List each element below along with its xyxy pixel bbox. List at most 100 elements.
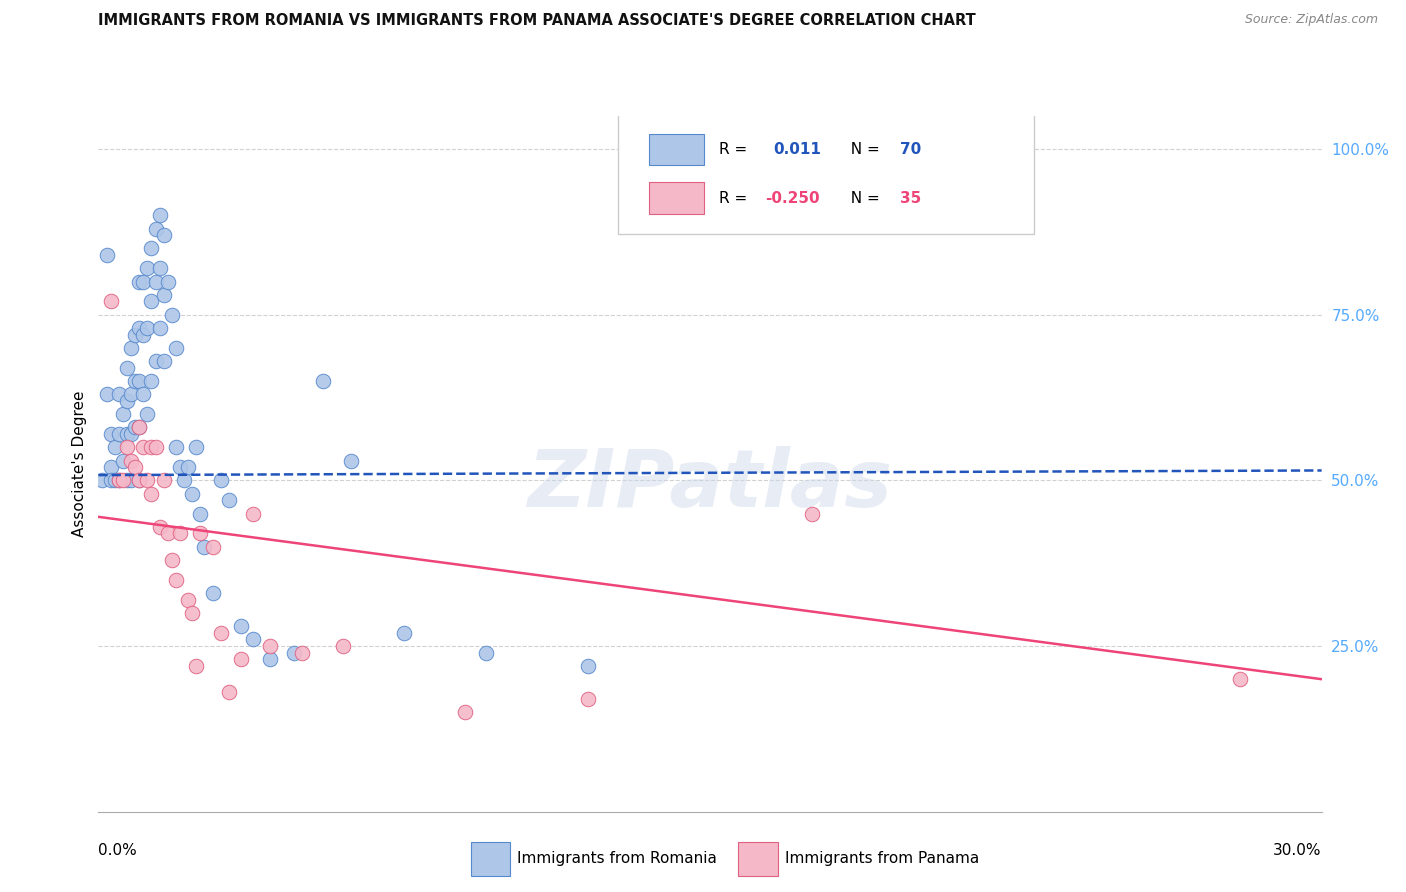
Point	[136, 407, 159, 421]
Point	[181, 606, 204, 620]
Point	[124, 327, 146, 342]
Point	[128, 474, 150, 488]
Point	[165, 341, 187, 355]
Point	[104, 474, 127, 488]
Point	[145, 275, 167, 289]
FancyBboxPatch shape	[648, 182, 704, 214]
Point	[149, 261, 172, 276]
Point	[141, 294, 163, 309]
Point	[152, 354, 174, 368]
Point	[124, 374, 146, 388]
Point	[115, 427, 138, 442]
Point	[454, 706, 477, 720]
Point	[136, 321, 159, 335]
Point	[231, 619, 253, 633]
Point	[132, 440, 155, 454]
Point	[115, 474, 138, 488]
Point	[100, 427, 122, 442]
Point	[96, 248, 118, 262]
Point	[132, 275, 155, 289]
Point	[474, 646, 498, 660]
Point	[120, 474, 142, 488]
Point	[186, 659, 208, 673]
Point	[100, 460, 122, 475]
Point	[141, 242, 163, 256]
Point	[145, 354, 167, 368]
Point	[291, 646, 314, 660]
Point	[209, 625, 232, 640]
Point	[340, 453, 363, 467]
Point	[124, 420, 146, 434]
Text: IMMIGRANTS FROM ROMANIA VS IMMIGRANTS FROM PANAMA ASSOCIATE'S DEGREE CORRELATION: IMMIGRANTS FROM ROMANIA VS IMMIGRANTS FR…	[98, 13, 976, 29]
Point	[576, 692, 599, 706]
Text: Source: ZipAtlas.com: Source: ZipAtlas.com	[1244, 13, 1378, 27]
Point	[100, 474, 122, 488]
FancyBboxPatch shape	[619, 109, 1035, 235]
Point	[160, 553, 183, 567]
Point	[108, 474, 131, 488]
Point	[124, 460, 146, 475]
Point	[120, 341, 142, 355]
Point	[128, 420, 150, 434]
Point	[108, 387, 131, 401]
Text: N =: N =	[841, 191, 884, 205]
Point	[104, 440, 127, 454]
Point	[259, 652, 281, 666]
Point	[120, 387, 142, 401]
Point	[209, 474, 232, 488]
Text: ZIPatlas: ZIPatlas	[527, 446, 893, 524]
Point	[132, 387, 155, 401]
Text: Immigrants from Romania: Immigrants from Romania	[517, 852, 717, 866]
Point	[1229, 672, 1251, 686]
Point	[218, 493, 240, 508]
Point	[181, 486, 204, 500]
Point	[149, 208, 172, 222]
Point	[108, 427, 131, 442]
Text: 35: 35	[900, 191, 921, 205]
Point	[242, 632, 264, 647]
Point	[120, 453, 142, 467]
Point	[218, 685, 240, 699]
Point	[392, 625, 416, 640]
Point	[141, 440, 163, 454]
Text: R =: R =	[718, 191, 752, 205]
Point	[332, 639, 354, 653]
Text: Immigrants from Panama: Immigrants from Panama	[785, 852, 979, 866]
Point	[177, 460, 200, 475]
Text: 0.0%: 0.0%	[98, 843, 138, 858]
Point	[128, 321, 150, 335]
Point	[120, 427, 142, 442]
Text: R =: R =	[718, 142, 756, 157]
Point	[145, 440, 167, 454]
Point	[242, 507, 264, 521]
Point	[111, 474, 134, 488]
Point	[100, 294, 122, 309]
Point	[115, 440, 138, 454]
Text: 70: 70	[900, 142, 921, 157]
Point	[259, 639, 281, 653]
Point	[188, 526, 212, 541]
Point	[152, 228, 174, 243]
Point	[136, 474, 159, 488]
Point	[111, 453, 134, 467]
Point	[177, 592, 200, 607]
Point	[108, 474, 131, 488]
Point	[283, 646, 305, 660]
Point	[156, 275, 179, 289]
Point	[145, 221, 167, 235]
Point	[188, 507, 212, 521]
Point	[128, 275, 150, 289]
Text: -0.250: -0.250	[765, 191, 820, 205]
Point	[96, 387, 118, 401]
Point	[111, 407, 134, 421]
Point	[156, 526, 179, 541]
Point	[173, 474, 195, 488]
Point	[576, 659, 599, 673]
Point	[149, 520, 172, 534]
FancyBboxPatch shape	[648, 134, 704, 165]
Point	[312, 374, 335, 388]
Point	[186, 440, 208, 454]
Point	[128, 374, 150, 388]
Point	[165, 440, 187, 454]
Point	[115, 393, 138, 408]
